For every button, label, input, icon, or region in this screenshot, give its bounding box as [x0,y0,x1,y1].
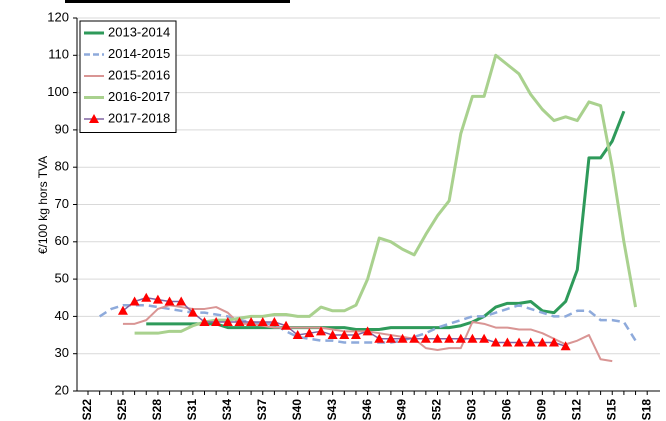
x-tick-label: S52 [430,399,444,421]
point-marker [502,337,513,347]
x-tick-label: S34 [220,399,234,421]
point-marker [467,333,478,343]
point-marker [420,333,431,343]
y-tick-label: 120 [47,9,69,24]
point-marker [269,316,280,326]
point-marker [257,316,268,326]
y-tick-label: 100 [47,84,69,99]
y-tick-label: 30 [55,345,69,360]
x-tick-label: S12 [569,399,583,421]
point-marker [432,333,443,343]
x-tick-label: S40 [290,399,304,421]
x-tick-label: S18 [639,399,653,421]
y-tick-label: 70 [55,196,69,211]
y-tick-label: 60 [55,233,69,248]
point-marker [211,316,222,326]
legend-label: 2016-2017 [108,89,170,104]
point-marker [560,341,571,351]
y-tick-label: 40 [55,308,69,323]
point-marker [514,337,525,347]
x-tick-label: S25 [115,399,129,421]
y-axis-label: €/100 kg hors TVA [36,156,50,254]
point-marker [222,316,233,326]
point-marker [362,326,373,336]
point-marker [246,316,257,326]
point-marker [292,330,303,340]
point-marker [374,333,385,343]
x-tick-label: S31 [185,399,199,421]
series-line [134,53,638,335]
point-marker [479,333,490,343]
x-tick-label: S22 [80,399,94,421]
point-marker [549,337,559,347]
point-marker [304,328,315,338]
point-marker [339,330,350,340]
x-tick-label: S06 [500,399,514,421]
series-line [146,110,626,331]
x-tick-label: S43 [325,399,339,421]
x-tick-label: S28 [150,399,164,421]
legend-label: 2013-2014 [108,24,170,39]
point-marker [537,337,548,347]
point-marker [316,326,326,336]
point-marker [164,296,175,306]
x-tick-label: S49 [395,399,409,421]
point-marker [141,292,152,302]
legend-marker [89,114,99,123]
point-marker [455,333,466,343]
point-marker [152,294,163,304]
y-tick-label: 90 [55,121,69,136]
point-marker [385,333,396,343]
point-marker [117,305,128,315]
point-marker [176,296,187,306]
point-marker [444,333,455,343]
point-marker [397,333,408,343]
point-marker [199,316,210,326]
point-marker [187,307,198,317]
legend-label: 2017-2018 [108,110,170,125]
point-marker [350,330,361,340]
point-marker [409,333,420,343]
y-tick-label: 50 [55,271,69,286]
y-tick-label: 110 [48,47,69,62]
x-tick-label: S03 [465,399,479,421]
series-line [98,303,637,344]
title-underline [65,0,290,3]
point-marker [129,296,140,306]
x-tick-label: S09 [535,399,549,421]
legend-label: 2015-2016 [108,67,170,82]
x-tick-label: S15 [604,399,618,421]
point-marker [234,316,245,326]
x-tick-label: S37 [255,399,269,421]
y-tick-label: 80 [55,159,69,174]
legend-label: 2014-2015 [108,46,170,61]
x-tick-label: S46 [360,399,374,421]
point-marker [490,337,501,347]
point-marker [281,320,292,330]
y-tick-label: 20 [55,382,69,397]
point-marker [327,330,338,340]
point-marker [525,337,536,347]
